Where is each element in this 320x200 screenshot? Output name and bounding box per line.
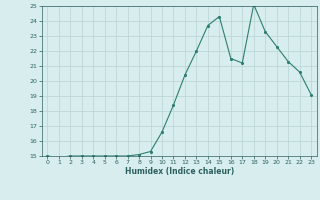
X-axis label: Humidex (Indice chaleur): Humidex (Indice chaleur) [124,167,234,176]
